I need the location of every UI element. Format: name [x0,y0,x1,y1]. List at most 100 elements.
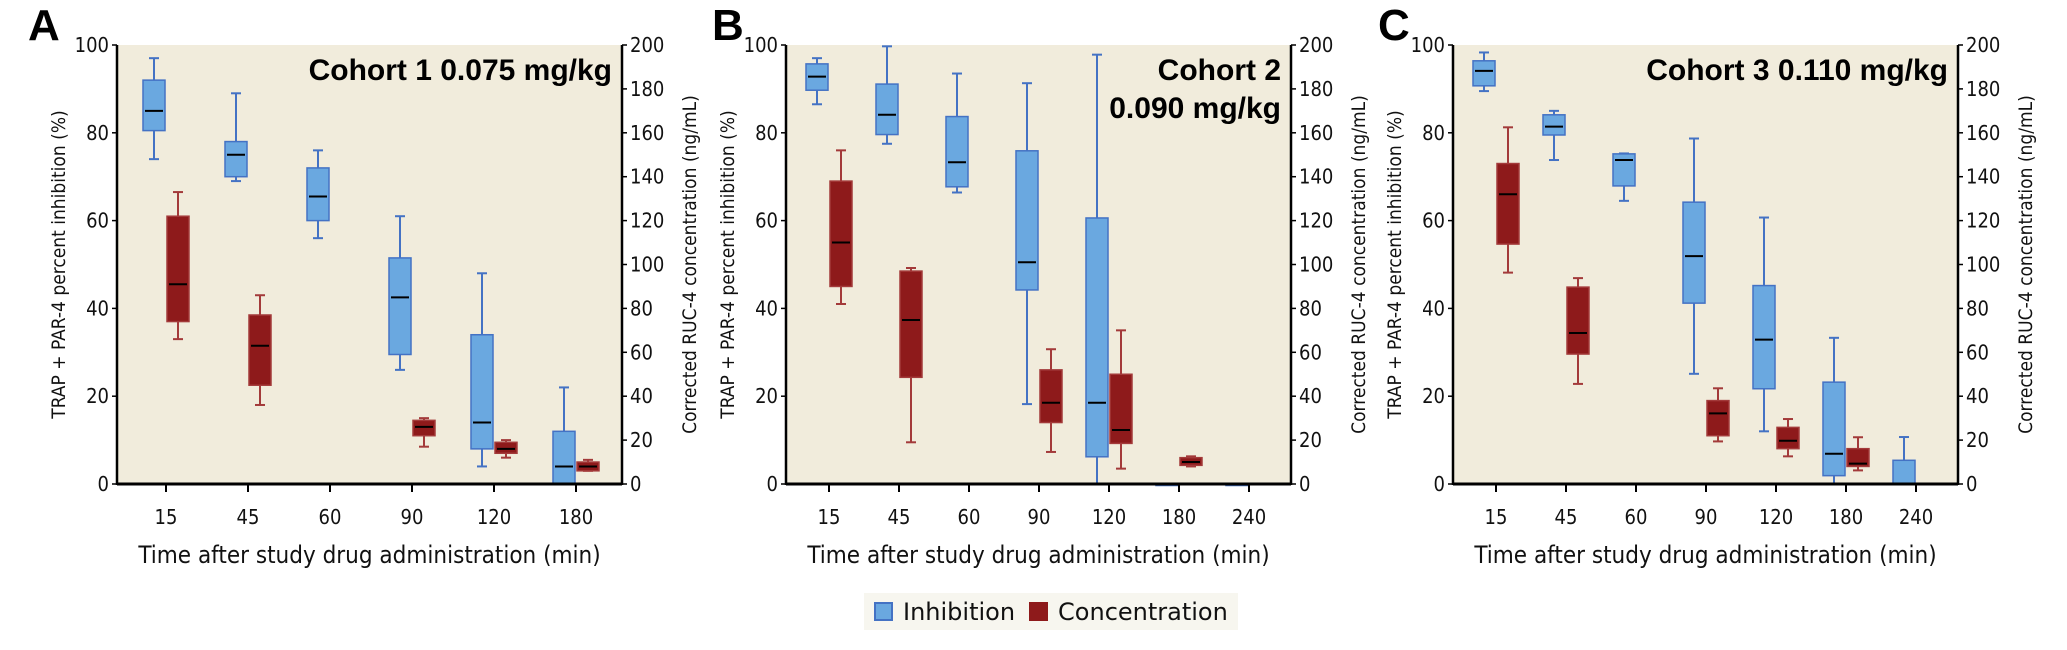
inhibition-box-c-180 [1822,381,1846,477]
inhibition-box-a-90 [388,257,412,356]
y2-tick-label-b-100: 100 [1299,253,1333,277]
x-tick-label-a-120: 120 [477,505,511,529]
x-tick-label-a-90: 90 [401,505,424,529]
panel-label-a: A [28,1,60,50]
y2-tick-label-c-20: 20 [1966,428,1989,452]
y-tick-label-b-60: 60 [755,209,778,233]
y-tick-label-c-80: 80 [1422,121,1445,145]
x-tick-label-c-15: 15 [1485,505,1508,529]
x-tick-label-a-180: 180 [559,505,593,529]
inhibition-box-c-120 [1752,284,1776,390]
legend-swatch-concentration [1029,602,1049,621]
y2-tick-label-c-60: 60 [1966,340,1989,364]
y-tick-label-c-0: 0 [1434,472,1445,496]
y-axis-title-a: TRAP + PAR-4 percent inhibition (%) [48,110,70,419]
x-tick-label-a-60: 60 [319,505,342,529]
y-tick-label-b-20: 20 [755,384,778,408]
concentration-box-b-45 [899,270,923,379]
y2-tick-label-b-20: 20 [1299,428,1322,452]
concentration-box-a-45 [248,314,272,386]
x-tick-label-a-15: 15 [155,505,178,529]
x-tick-label-b-45: 45 [888,505,911,529]
concentration-box-c-45 [1566,286,1590,355]
x-axis-title-b: Time after study drug administration (mi… [806,541,1269,569]
x-axis-title-c: Time after study drug administration (mi… [1473,541,1936,569]
inhibition-box-c-90 [1682,201,1706,304]
inhibition-box-a-45 [224,140,248,178]
y-tick-label-a-60: 60 [86,209,109,233]
panel-label-c: C [1378,1,1410,50]
y-tick-label-c-40: 40 [1422,296,1445,320]
y2-tick-label-c-200: 200 [1966,33,2000,57]
plot-area-a [117,45,622,484]
x-tick-label-c-45: 45 [1555,505,1578,529]
x-tick-label-b-240: 240 [1232,505,1266,529]
concentration-box-b-120 [1109,373,1133,445]
y-tick-label-c-60: 60 [1422,209,1445,233]
y2-tick-label-a-100: 100 [630,253,664,277]
y2-tick-label-a-80: 80 [630,296,653,320]
inhibition-box-b-90 [1015,150,1039,291]
x-tick-label-c-90: 90 [1695,505,1718,529]
y2-tick-label-c-140: 140 [1966,165,2000,189]
concentration-box-a-120 [494,441,518,455]
y2-tick-label-a-20: 20 [630,428,653,452]
x-axis-title-a: Time after study drug administration (mi… [137,541,600,569]
concentration-box-c-90 [1706,399,1730,437]
y2-tick-label-c-100: 100 [1966,253,2000,277]
cohort-title-c-line-0: Cohort 3 0.110 mg/kg [1646,54,1948,87]
concentration-box-b-15 [829,180,853,288]
legend-swatch-inhibition [874,602,893,621]
y2-tick-label-b-140: 140 [1299,165,1333,189]
panel-label-b: B [712,1,744,50]
y2-tick-label-a-120: 120 [630,209,664,233]
y-tick-label-b-40: 40 [755,296,778,320]
y2-tick-label-a-0: 0 [630,472,641,496]
x-tick-label-c-240: 240 [1899,505,1933,529]
y2-tick-label-a-140: 140 [630,165,664,189]
concentration-box-c-180 [1846,447,1870,468]
x-tick-label-c-180: 180 [1829,505,1863,529]
inhibition-box-c-45 [1542,114,1566,136]
y-tick-label-a-20: 20 [86,384,109,408]
y2-tick-label-a-200: 200 [630,33,664,57]
x-tick-label-a-45: 45 [237,505,260,529]
x-tick-label-c-60: 60 [1625,505,1648,529]
cohort-title-a-line-0: Cohort 1 0.075 mg/kg [309,54,612,87]
inhibition-box-b-45 [875,83,899,136]
y2-tick-label-c-160: 160 [1966,121,2000,145]
y-tick-label-b-100: 100 [744,33,778,57]
inhibition-box-c-15 [1472,60,1496,87]
y-tick-label-c-20: 20 [1422,384,1445,408]
inhibition-box-a-120 [470,333,494,450]
y-axis-title-b: TRAP + PAR-4 percent inhibition (%) [717,110,739,419]
x-tick-label-b-15: 15 [818,505,841,529]
inhibition-box-a-15 [142,79,166,132]
cohort-title-b-line-0: Cohort 2 [1158,54,1281,87]
concentration-box-c-120 [1776,426,1800,450]
y2-tick-label-b-40: 40 [1299,384,1322,408]
y2-tick-label-c-180: 180 [1966,77,2000,101]
legend: Inhibition Concentration [864,593,1238,630]
y2-tick-label-c-120: 120 [1966,209,2000,233]
x-tick-label-b-120: 120 [1092,505,1126,529]
y2-axis-title-c: Corrected RUC-4 concentration (ng/mL) [2015,95,2037,434]
y2-tick-label-b-80: 80 [1299,296,1322,320]
y2-tick-label-b-120: 120 [1299,209,1333,233]
y2-tick-label-a-60: 60 [630,340,653,364]
y-tick-label-a-40: 40 [86,296,109,320]
y2-tick-label-b-60: 60 [1299,340,1322,364]
inhibition-box-a-180 [552,430,576,485]
y2-tick-label-a-160: 160 [630,121,664,145]
y-tick-label-a-100: 100 [75,33,109,57]
x-tick-label-b-180: 180 [1162,505,1196,529]
legend-label-inhibition: Inhibition [903,597,1016,626]
x-tick-label-b-60: 60 [958,505,981,529]
inhibition-box-c-60 [1612,153,1636,187]
concentration-box-a-90 [412,419,436,437]
y2-tick-label-b-0: 0 [1299,472,1310,496]
cohort-title-b-line-1: 0.090 mg/kg [1109,92,1281,125]
y2-tick-label-a-40: 40 [630,384,653,408]
inhibition-box-c-240 [1892,459,1916,485]
